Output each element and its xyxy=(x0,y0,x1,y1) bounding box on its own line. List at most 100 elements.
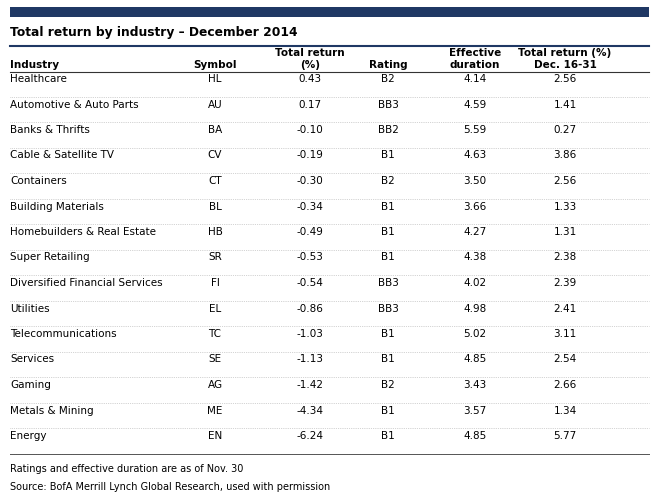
Text: Effective: Effective xyxy=(449,48,501,58)
Text: 4.38: 4.38 xyxy=(463,253,486,263)
Text: -0.10: -0.10 xyxy=(297,125,324,135)
Text: B1: B1 xyxy=(381,227,395,237)
Text: Total return by industry – December 2014: Total return by industry – December 2014 xyxy=(10,26,297,39)
Bar xyxy=(10,7,649,17)
Text: AU: AU xyxy=(208,99,222,109)
Text: B1: B1 xyxy=(381,151,395,160)
Text: 1.31: 1.31 xyxy=(554,227,577,237)
Text: 1.33: 1.33 xyxy=(554,202,577,212)
Text: 3.43: 3.43 xyxy=(463,380,486,390)
Text: 3.66: 3.66 xyxy=(463,202,486,212)
Text: BL: BL xyxy=(208,202,221,212)
Text: Services: Services xyxy=(10,354,54,364)
Text: 5.59: 5.59 xyxy=(463,125,486,135)
Text: Telecommunications: Telecommunications xyxy=(10,329,117,339)
Text: Total return: Total return xyxy=(275,48,345,58)
Text: TC: TC xyxy=(208,329,221,339)
Text: FI: FI xyxy=(211,278,219,288)
Text: -1.03: -1.03 xyxy=(297,329,324,339)
Text: B1: B1 xyxy=(381,253,395,263)
Text: B1: B1 xyxy=(381,329,395,339)
Text: 2.38: 2.38 xyxy=(554,253,577,263)
Text: 4.02: 4.02 xyxy=(463,278,486,288)
Text: (%): (%) xyxy=(300,60,320,70)
Text: EL: EL xyxy=(209,303,221,313)
Text: Source: BofA Merrill Lynch Global Research, used with permission: Source: BofA Merrill Lynch Global Resear… xyxy=(10,481,330,491)
Text: Utilities: Utilities xyxy=(10,303,49,313)
Text: SR: SR xyxy=(208,253,222,263)
Text: Diversified Financial Services: Diversified Financial Services xyxy=(10,278,163,288)
Text: 2.39: 2.39 xyxy=(554,278,577,288)
Text: Energy: Energy xyxy=(10,431,47,441)
Text: 4.27: 4.27 xyxy=(463,227,486,237)
Text: Banks & Thrifts: Banks & Thrifts xyxy=(10,125,90,135)
Text: Homebuilders & Real Estate: Homebuilders & Real Estate xyxy=(10,227,156,237)
Text: Gaming: Gaming xyxy=(10,380,51,390)
Text: B1: B1 xyxy=(381,406,395,415)
Text: -0.34: -0.34 xyxy=(297,202,324,212)
Text: 4.85: 4.85 xyxy=(463,354,486,364)
Text: 4.85: 4.85 xyxy=(463,431,486,441)
Text: 2.54: 2.54 xyxy=(554,354,577,364)
Text: -4.34: -4.34 xyxy=(297,406,324,415)
Text: -0.53: -0.53 xyxy=(297,253,324,263)
Text: 4.59: 4.59 xyxy=(463,99,486,109)
Text: 3.11: 3.11 xyxy=(554,329,577,339)
Text: B1: B1 xyxy=(381,431,395,441)
Text: 0.27: 0.27 xyxy=(554,125,577,135)
Text: -1.42: -1.42 xyxy=(297,380,324,390)
Text: Containers: Containers xyxy=(10,176,67,186)
Text: B2: B2 xyxy=(381,176,395,186)
Text: B1: B1 xyxy=(381,354,395,364)
Text: Total return (%): Total return (%) xyxy=(519,48,612,58)
Text: Industry: Industry xyxy=(10,60,59,70)
Text: 1.34: 1.34 xyxy=(554,406,577,415)
Text: BB3: BB3 xyxy=(378,278,399,288)
Text: 4.14: 4.14 xyxy=(463,74,486,84)
Text: HB: HB xyxy=(208,227,223,237)
Text: Metals & Mining: Metals & Mining xyxy=(10,406,94,415)
Text: Healthcare: Healthcare xyxy=(10,74,67,84)
Text: 3.57: 3.57 xyxy=(463,406,486,415)
Text: B1: B1 xyxy=(381,202,395,212)
Text: AG: AG xyxy=(208,380,223,390)
Text: 0.17: 0.17 xyxy=(299,99,322,109)
Text: BB2: BB2 xyxy=(378,125,399,135)
Text: CV: CV xyxy=(208,151,222,160)
Text: ME: ME xyxy=(208,406,223,415)
Text: BA: BA xyxy=(208,125,222,135)
Text: CT: CT xyxy=(208,176,222,186)
Text: 0.43: 0.43 xyxy=(299,74,322,84)
Text: Automotive & Auto Parts: Automotive & Auto Parts xyxy=(10,99,138,109)
Text: -6.24: -6.24 xyxy=(297,431,324,441)
Text: duration: duration xyxy=(450,60,500,70)
Text: Dec. 16-31: Dec. 16-31 xyxy=(534,60,596,70)
Text: 2.66: 2.66 xyxy=(554,380,577,390)
Text: 2.41: 2.41 xyxy=(554,303,577,313)
Text: -0.30: -0.30 xyxy=(297,176,324,186)
Text: -0.19: -0.19 xyxy=(297,151,324,160)
Text: SE: SE xyxy=(208,354,221,364)
Text: 2.56: 2.56 xyxy=(554,74,577,84)
Text: Cable & Satellite TV: Cable & Satellite TV xyxy=(10,151,114,160)
Text: 2.56: 2.56 xyxy=(554,176,577,186)
Text: BB3: BB3 xyxy=(378,99,399,109)
Text: Rating: Rating xyxy=(368,60,407,70)
Text: -0.49: -0.49 xyxy=(297,227,324,237)
Text: 5.02: 5.02 xyxy=(463,329,486,339)
Text: B2: B2 xyxy=(381,74,395,84)
Text: Super Retailing: Super Retailing xyxy=(10,253,90,263)
Text: -0.54: -0.54 xyxy=(297,278,324,288)
Text: 3.50: 3.50 xyxy=(463,176,486,186)
Text: Symbol: Symbol xyxy=(193,60,237,70)
Text: 5.77: 5.77 xyxy=(554,431,577,441)
Text: -0.86: -0.86 xyxy=(297,303,324,313)
Text: -1.13: -1.13 xyxy=(297,354,324,364)
Text: Ratings and effective duration are as of Nov. 30: Ratings and effective duration are as of… xyxy=(10,464,243,473)
Text: 4.63: 4.63 xyxy=(463,151,486,160)
Text: 3.86: 3.86 xyxy=(554,151,577,160)
Text: B2: B2 xyxy=(381,380,395,390)
Text: EN: EN xyxy=(208,431,222,441)
Text: Building Materials: Building Materials xyxy=(10,202,104,212)
Text: 1.41: 1.41 xyxy=(554,99,577,109)
